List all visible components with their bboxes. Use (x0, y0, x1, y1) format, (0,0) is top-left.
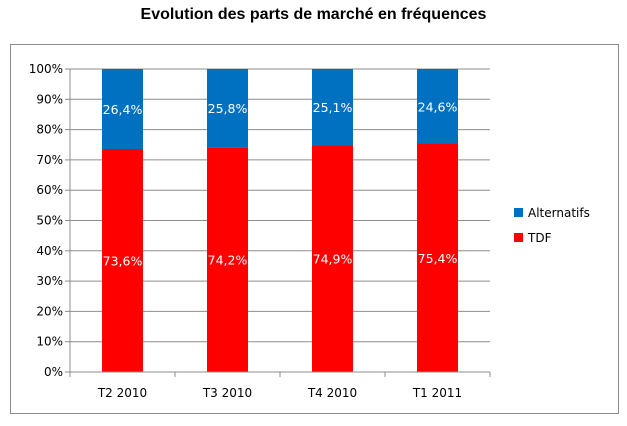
y-tick-label: 100% (29, 62, 63, 76)
data-label: 74,2% (208, 253, 248, 268)
y-tick-label: 90% (36, 92, 63, 106)
y-tick-label: 60% (36, 183, 63, 197)
data-label: 75,4% (418, 251, 458, 266)
x-category-label: T2 2010 (97, 386, 147, 400)
x-category-label: T1 2011 (412, 386, 462, 400)
chart-title: Evolution des parts de marché en fréquen… (140, 6, 487, 23)
data-label: 26,4% (103, 102, 143, 117)
legend-swatch (514, 233, 523, 242)
data-label: 25,1% (313, 100, 353, 115)
bar-segment-alternatifs (207, 69, 248, 148)
bar-segment-tdf (312, 145, 353, 372)
bar-segment-alternatifs (102, 69, 143, 149)
data-label: 25,8% (208, 101, 248, 116)
y-tick-label: 70% (36, 153, 63, 167)
legend-label: Alternatifs (528, 206, 590, 220)
bar-segment-alternatifs (417, 69, 458, 144)
bar-segment-tdf (417, 143, 458, 372)
bar-segment-tdf (207, 147, 248, 372)
legend: Alternatifs TDF (514, 206, 590, 245)
x-category-label: T3 2010 (202, 386, 252, 400)
x-category-label: T4 2010 (307, 386, 357, 400)
bar-segment-tdf (102, 148, 143, 372)
y-tick-label: 40% (36, 244, 63, 258)
y-tick-label: 50% (36, 214, 63, 228)
data-label: 74,9% (313, 252, 353, 267)
bars (102, 69, 458, 372)
y-tick-label: 10% (36, 335, 63, 349)
bar-segment-alternatifs (312, 69, 353, 146)
y-tick-label: 80% (36, 123, 63, 137)
data-labels: 73,6% 26,4% 74,2% 25,8% 74,9% 25,1% 75,4% 24,6% (103, 99, 458, 268)
legend-swatch (514, 208, 523, 217)
y-tick-label: 0% (44, 365, 63, 379)
data-label: 73,6% (103, 253, 143, 268)
y-tick-label: 30% (36, 274, 63, 288)
y-tick-label: 20% (36, 304, 63, 318)
legend-label: TDF (527, 231, 552, 245)
data-label: 24,6% (418, 99, 458, 114)
axes: 0% 10% 20% 30% 40% 50% 60% 70% 80% 90% 100% T2 2010… (29, 62, 491, 400)
